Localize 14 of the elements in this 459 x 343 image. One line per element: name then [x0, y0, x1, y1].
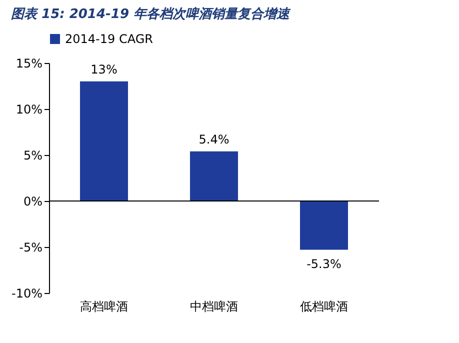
x-tick-label: 低档啤酒	[300, 300, 348, 314]
x-tick-label: 高档啤酒	[80, 300, 128, 314]
y-tick-label: -5%	[19, 240, 42, 254]
data-label: 13%	[90, 62, 118, 76]
data-label: 5.4%	[198, 132, 230, 146]
legend-label: 2014-19 CAGR	[65, 32, 153, 46]
y-tick-label: 5%	[23, 148, 42, 162]
y-tick-label: 15%	[16, 56, 42, 70]
y-tick-label: 0%	[23, 194, 42, 208]
y-tick-label: 10%	[16, 102, 42, 116]
x-tick-label: 中档啤酒	[190, 300, 238, 314]
chart-title: 图表 15: 2014-19 年各档次啤酒销量复合增速	[11, 6, 292, 22]
data-label: -5.3%	[306, 256, 342, 271]
y-tick-label: -10%	[11, 286, 42, 300]
